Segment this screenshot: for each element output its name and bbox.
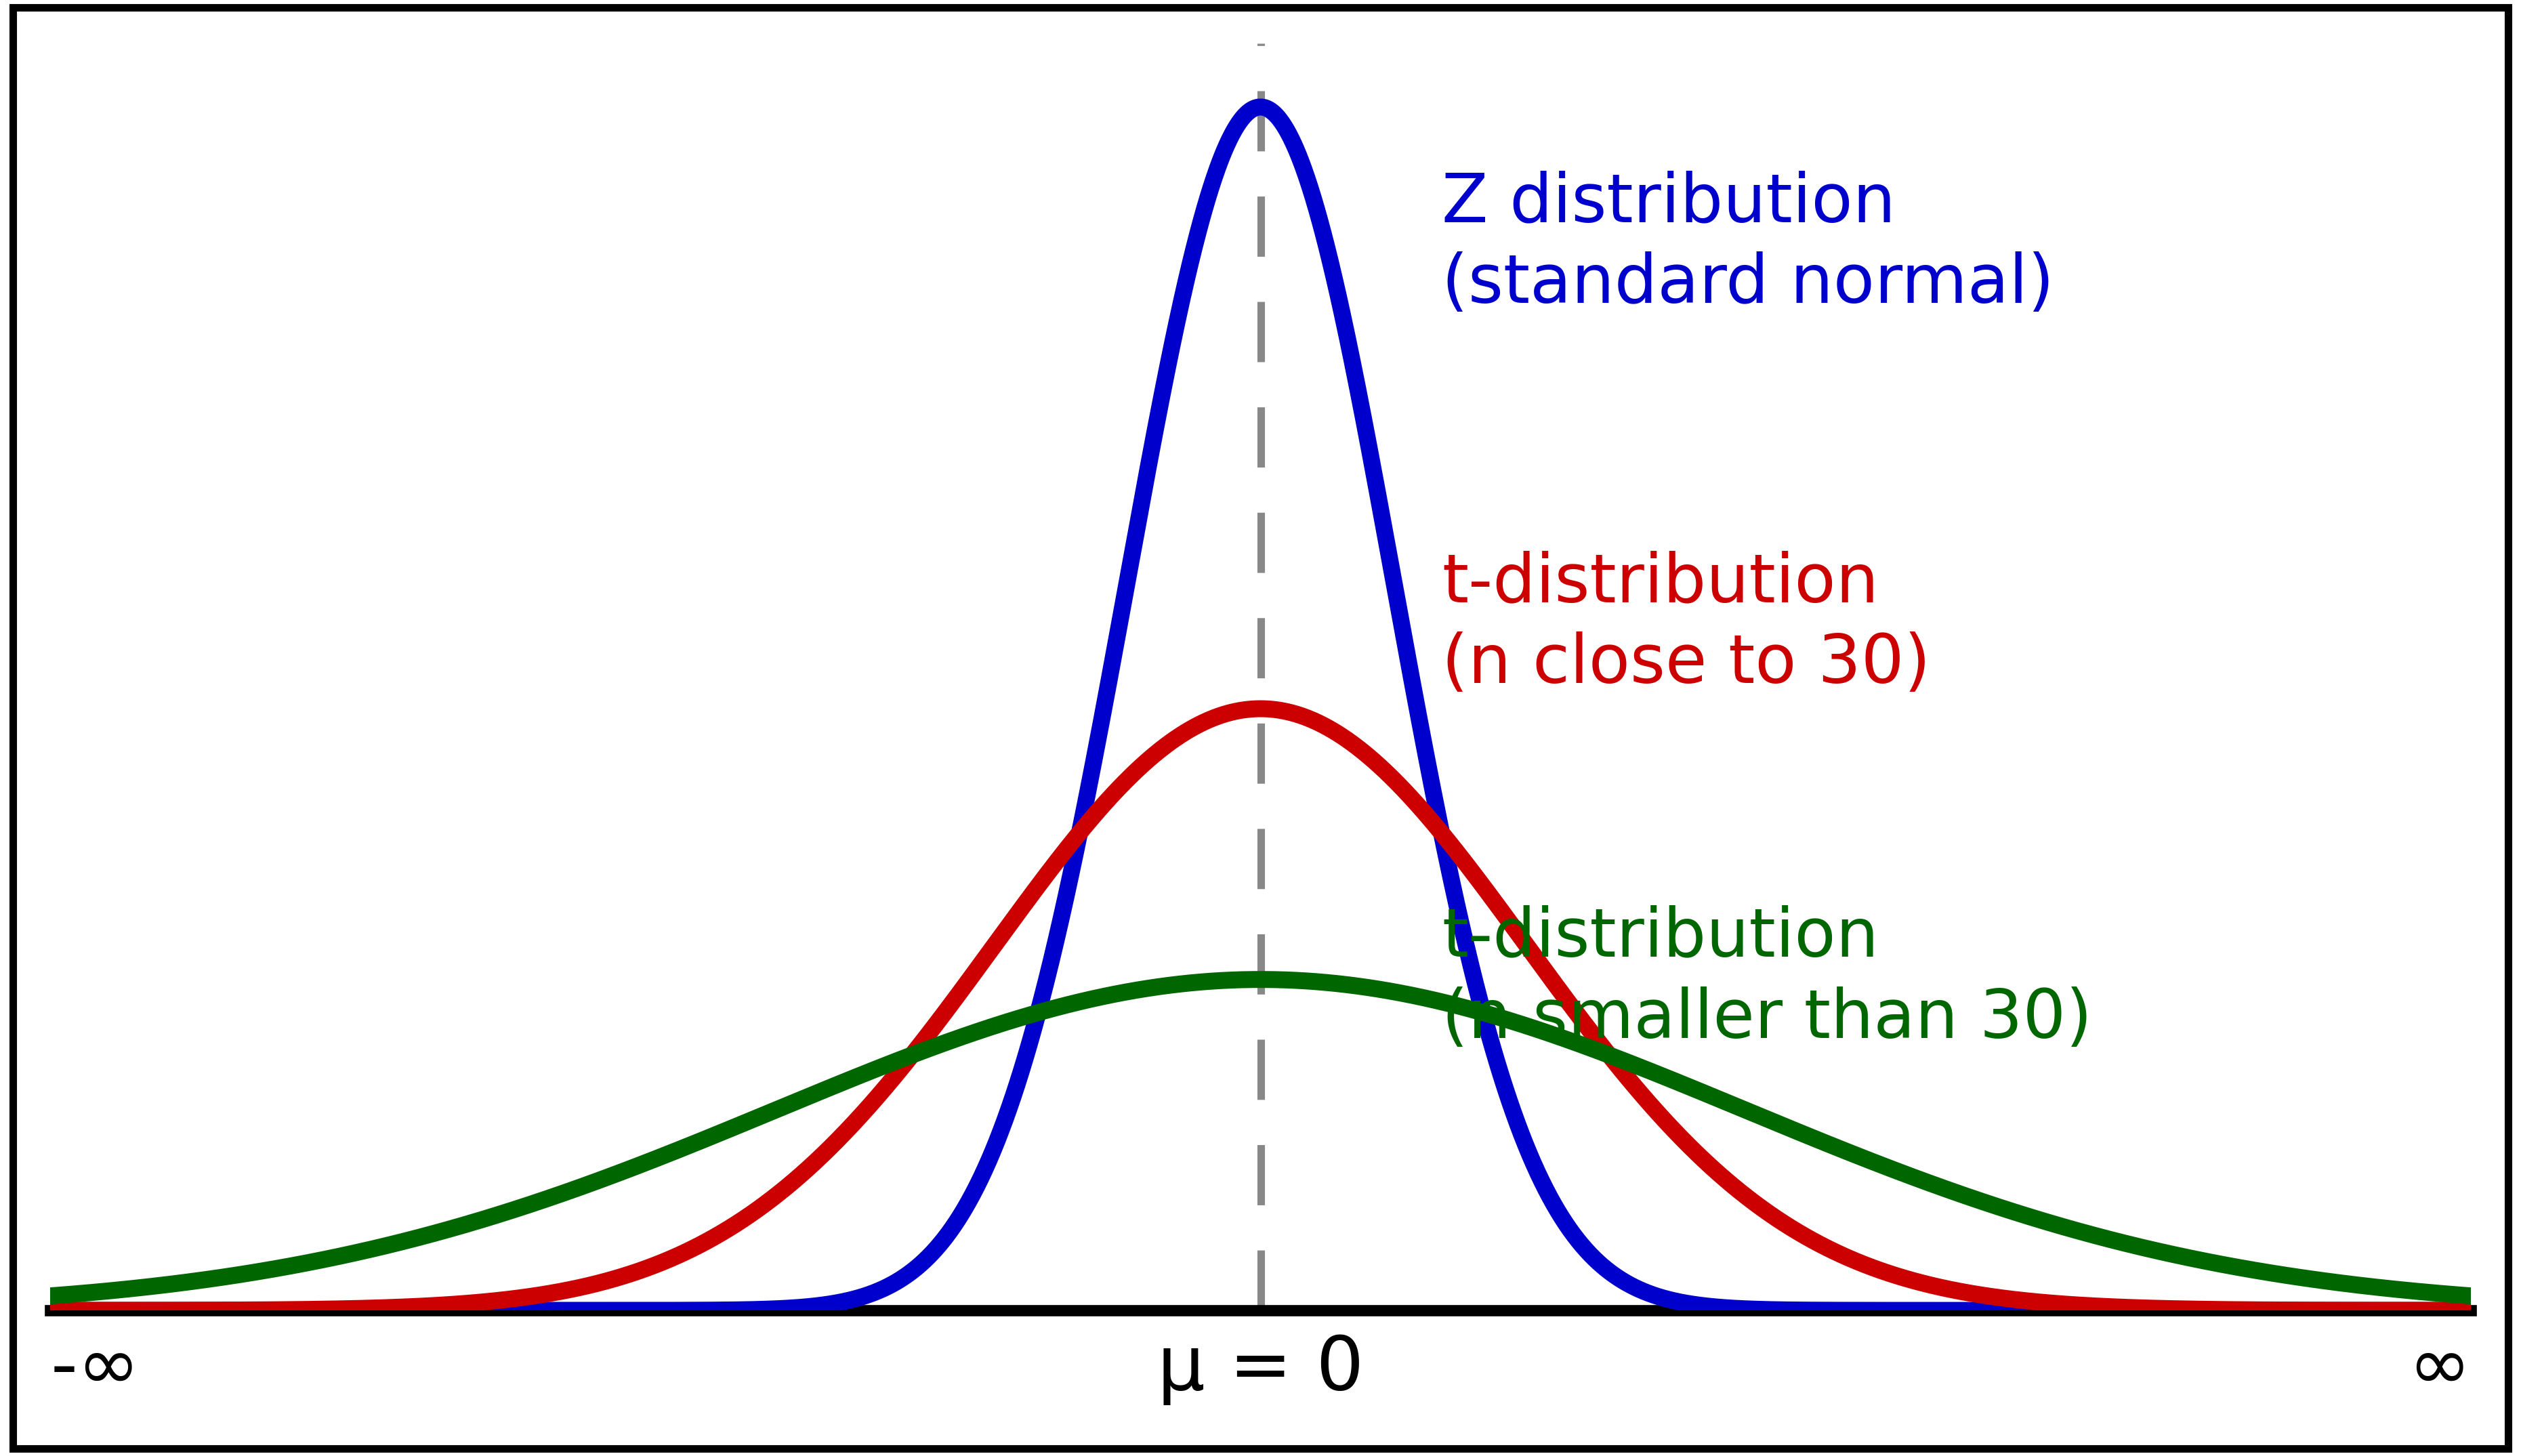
Text: Z distribution
(standard normal): Z distribution (standard normal) xyxy=(1442,170,2055,317)
Text: -∞: -∞ xyxy=(50,1332,141,1405)
Text: ∞: ∞ xyxy=(2408,1332,2471,1405)
Text: t-distribution
(n close to 30): t-distribution (n close to 30) xyxy=(1442,550,1931,697)
Text: μ = 0: μ = 0 xyxy=(1157,1332,1364,1405)
Text: t-distribution
(n smaller than 30): t-distribution (n smaller than 30) xyxy=(1442,906,2092,1051)
